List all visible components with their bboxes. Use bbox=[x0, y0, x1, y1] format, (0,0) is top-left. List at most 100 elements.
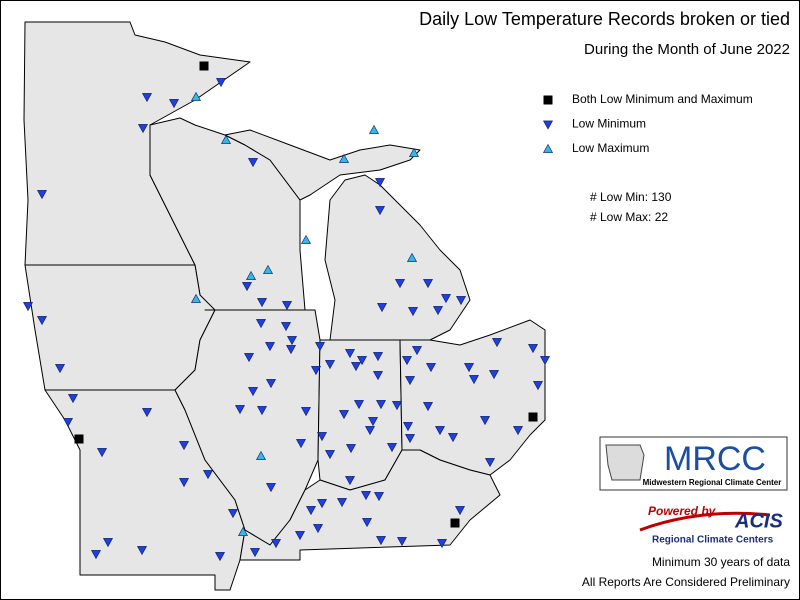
stat: # Low Min: 130 bbox=[590, 190, 672, 204]
low-min-marker bbox=[294, 531, 306, 541]
both-record-marker bbox=[450, 518, 460, 528]
low-min-marker bbox=[285, 345, 297, 355]
low-min-marker bbox=[300, 407, 312, 417]
legend-label: Low Minimum bbox=[572, 117, 646, 131]
low-min-marker bbox=[168, 99, 180, 109]
low-min-marker bbox=[286, 336, 298, 346]
low-min-marker bbox=[422, 402, 434, 412]
footer-note: Minimum 30 years of data bbox=[652, 555, 790, 569]
low-max-marker bbox=[408, 147, 420, 157]
states bbox=[23, 21, 546, 591]
low-min-marker bbox=[404, 434, 416, 444]
low-min-marker bbox=[265, 379, 277, 389]
low-min-marker bbox=[247, 387, 259, 397]
logo-name: MRCC bbox=[664, 440, 766, 478]
low-min-marker bbox=[255, 319, 267, 329]
low-min-marker bbox=[491, 338, 503, 348]
low-min-marker bbox=[141, 93, 153, 103]
low-min-marker bbox=[265, 483, 277, 493]
low-min-marker bbox=[295, 439, 307, 449]
stat: # Low Max: 22 bbox=[590, 210, 668, 224]
logo-icon bbox=[605, 444, 645, 481]
low-min-marker bbox=[324, 360, 336, 370]
low-min-marker bbox=[281, 301, 293, 311]
low-min-marker bbox=[178, 441, 190, 451]
low-min-marker bbox=[324, 450, 336, 460]
low-min-marker bbox=[344, 349, 356, 359]
low-min-marker bbox=[22, 302, 34, 312]
low-min-marker bbox=[375, 400, 387, 410]
low-min-marker bbox=[364, 426, 376, 436]
low-min-marker bbox=[227, 509, 239, 519]
low-max-marker bbox=[262, 264, 274, 274]
low-min-marker bbox=[372, 352, 384, 362]
low-min-marker bbox=[310, 366, 322, 376]
michigan-lp bbox=[324, 174, 471, 341]
low-min-marker bbox=[367, 417, 379, 427]
low-min-marker bbox=[455, 296, 467, 306]
low-min-marker bbox=[386, 443, 398, 453]
low-min-marker bbox=[316, 499, 328, 509]
low-min-marker bbox=[312, 524, 324, 534]
low-min-marker bbox=[394, 279, 406, 289]
low-min-marker bbox=[178, 478, 190, 488]
low-min-marker bbox=[214, 552, 226, 562]
low-min-marker bbox=[62, 418, 74, 428]
low-min-marker bbox=[270, 539, 282, 549]
low-max-marker bbox=[245, 270, 257, 280]
low-min-marker bbox=[374, 206, 386, 216]
legend: Both Low Minimum and Maximum Low Minimum L… bbox=[542, 92, 753, 155]
low-max-marker bbox=[368, 124, 380, 134]
low-min-marker bbox=[407, 307, 419, 317]
low-min-marker bbox=[375, 536, 387, 546]
low-min-marker bbox=[411, 346, 423, 356]
low-min-marker bbox=[468, 375, 480, 385]
low-min-marker bbox=[463, 363, 475, 373]
title: Daily Low Temperature Records broken or … bbox=[419, 9, 790, 29]
low-min-marker bbox=[432, 306, 444, 316]
low-max-marker bbox=[338, 153, 350, 163]
low-min-marker bbox=[434, 426, 446, 436]
low-min-marker bbox=[425, 363, 437, 373]
low-min-marker bbox=[539, 356, 551, 366]
low-min-marker bbox=[234, 405, 246, 415]
low-min-marker bbox=[344, 476, 356, 486]
low-min-marker bbox=[102, 538, 114, 548]
low-min-marker bbox=[241, 282, 253, 292]
low-min-marker bbox=[402, 422, 414, 432]
low-min-marker bbox=[361, 518, 373, 528]
acis-logo: Powered by ACIS Regional Climate Centers bbox=[639, 504, 783, 546]
low-min-marker bbox=[396, 537, 408, 547]
low-min-marker bbox=[36, 316, 48, 326]
low-min-marker bbox=[256, 406, 268, 416]
low-min-marker bbox=[36, 190, 48, 200]
legend-symbol bbox=[542, 143, 554, 153]
minnesota bbox=[23, 21, 251, 266]
mrcc-logo: MRCC Midwestern Regional Climate Center bbox=[599, 436, 788, 491]
low-min-marker bbox=[264, 342, 276, 352]
low-min-marker bbox=[141, 408, 153, 418]
low-min-marker bbox=[305, 506, 317, 516]
low-min-marker bbox=[202, 470, 214, 480]
legend-symbol bbox=[543, 95, 553, 105]
low-min-marker bbox=[532, 381, 544, 391]
low-max-marker bbox=[300, 234, 312, 244]
low-min-marker bbox=[479, 416, 491, 426]
legend-label: Low Maximum bbox=[572, 141, 649, 155]
low-min-marker bbox=[373, 492, 385, 502]
low-min-marker bbox=[440, 294, 452, 304]
low-min-marker bbox=[90, 550, 102, 560]
low-min-marker bbox=[316, 432, 328, 442]
low-min-marker bbox=[376, 303, 388, 313]
low-min-marker bbox=[447, 433, 459, 443]
low-min-marker bbox=[280, 322, 292, 332]
low-min-marker bbox=[137, 124, 149, 134]
both-record-marker bbox=[74, 434, 84, 444]
acis-swoosh bbox=[639, 511, 771, 532]
legend-symbol bbox=[542, 120, 554, 130]
low-max-marker bbox=[190, 293, 202, 303]
acis-tagline: Regional Climate Centers bbox=[652, 535, 774, 546]
low-min-marker bbox=[247, 158, 259, 168]
kentucky bbox=[239, 449, 501, 561]
